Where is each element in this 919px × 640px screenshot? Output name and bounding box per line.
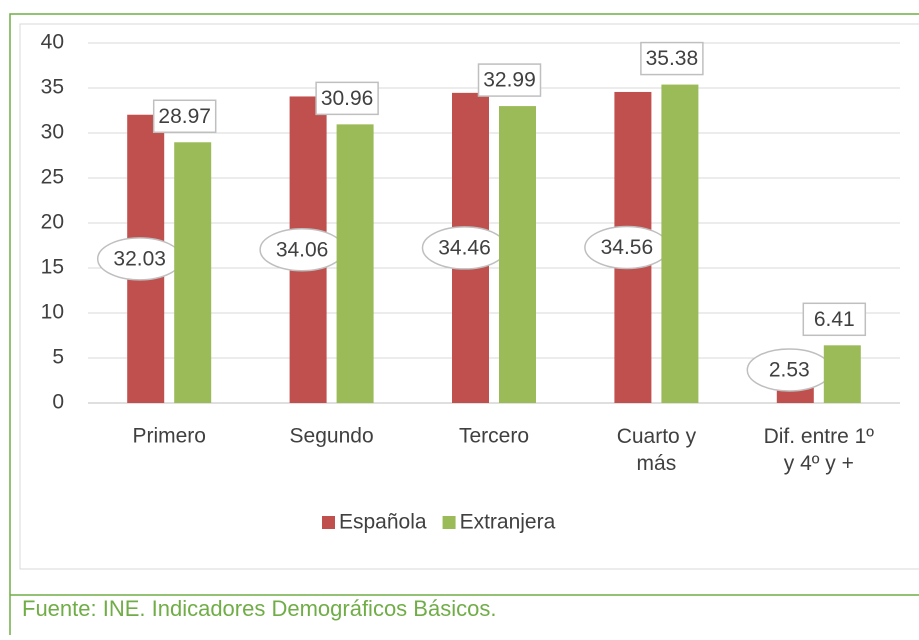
- data-label: 34.46: [438, 236, 491, 259]
- legend-label: Extranjera: [460, 511, 556, 534]
- y-tick-label: 40: [41, 31, 64, 54]
- legend-swatch: [442, 516, 456, 529]
- data-label: 6.41: [814, 308, 855, 331]
- bar: [336, 124, 374, 404]
- data-label-box: [315, 81, 379, 116]
- data-label: 30.96: [321, 87, 374, 110]
- data-label: 32.99: [483, 69, 536, 92]
- source-note: Fuente: INE. Indicadores Demográficos Bá…: [22, 596, 496, 621]
- x-tick-label: Segundo: [290, 425, 374, 448]
- data-label: 35.38: [646, 47, 699, 70]
- bar: [661, 84, 699, 403]
- bar: [499, 106, 536, 403]
- x-tick-label: Cuarto y más: [617, 425, 697, 475]
- frame: [9, 13, 919, 640]
- x-tick-label: Dif. entre 1º y 4º y +: [764, 425, 875, 475]
- y-tick-label: 15: [41, 256, 64, 279]
- data-label: 32.03: [113, 247, 166, 270]
- bar: [174, 142, 212, 403]
- chart-area: [19, 23, 919, 570]
- y-tick-label: 30: [41, 121, 64, 144]
- data-label-box: [152, 99, 217, 134]
- y-tick-label: 0: [52, 391, 64, 414]
- x-tick-label: Tercero: [459, 425, 529, 448]
- data-label: 34.56: [601, 236, 654, 259]
- legend-label: Española: [339, 511, 427, 534]
- y-tick-label: 20: [41, 211, 64, 234]
- data-label: 34.06: [276, 238, 329, 261]
- y-tick-label: 5: [52, 346, 64, 369]
- data-label-box: [477, 63, 542, 97]
- data-label: 2.53: [769, 359, 810, 382]
- data-label-box: [640, 41, 704, 76]
- data-label: 28.97: [158, 105, 211, 128]
- y-tick-label: 35: [41, 76, 64, 99]
- bar: [823, 345, 861, 403]
- data-label-box: [802, 302, 867, 337]
- y-tick-label: 25: [41, 166, 64, 189]
- y-tick-label: 10: [41, 301, 64, 324]
- legend-swatch: [322, 516, 335, 529]
- x-tick-label: Primero: [132, 425, 206, 448]
